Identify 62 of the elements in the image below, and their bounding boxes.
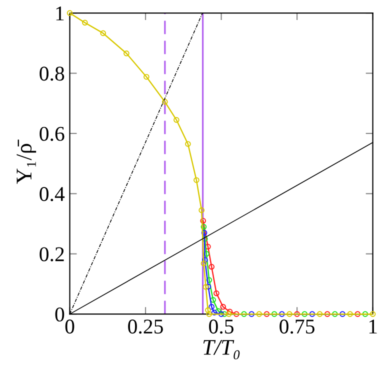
point bbox=[316, 311, 323, 317]
point bbox=[194, 177, 200, 184]
point bbox=[241, 311, 247, 317]
point bbox=[294, 311, 300, 317]
point bbox=[226, 311, 232, 317]
point bbox=[162, 98, 168, 105]
point bbox=[202, 256, 208, 263]
point bbox=[354, 311, 361, 317]
x-tick-label: 0.5 bbox=[209, 320, 234, 334]
point bbox=[208, 264, 215, 270]
point bbox=[370, 311, 376, 317]
point bbox=[205, 307, 211, 314]
point bbox=[208, 304, 215, 310]
point bbox=[66, 10, 73, 16]
point bbox=[248, 311, 254, 317]
y-tick-label: 0.6 bbox=[40, 126, 64, 141]
point bbox=[309, 311, 316, 317]
point bbox=[202, 236, 208, 242]
point bbox=[198, 207, 205, 214]
point bbox=[234, 311, 240, 317]
y-tick-label: 0.2 bbox=[40, 247, 64, 262]
y-axis-title: Υ₁/ρ̄ bbox=[16, 140, 36, 184]
point bbox=[218, 311, 224, 317]
point bbox=[332, 311, 338, 317]
point bbox=[278, 311, 285, 317]
point bbox=[206, 277, 212, 283]
point bbox=[211, 310, 218, 316]
y-tick-label: 0.4 bbox=[40, 187, 65, 202]
point bbox=[124, 50, 130, 56]
point bbox=[174, 117, 180, 123]
point bbox=[210, 297, 216, 303]
point bbox=[202, 284, 209, 290]
y-tick-label: 0 bbox=[55, 307, 64, 322]
x-tick-label: 0 bbox=[65, 320, 74, 334]
x-tick-label: 0.25 bbox=[128, 320, 163, 334]
point bbox=[214, 290, 220, 296]
point bbox=[347, 311, 353, 317]
y-tick-label: 0.8 bbox=[40, 66, 64, 81]
point bbox=[221, 311, 228, 317]
point bbox=[200, 224, 207, 230]
point bbox=[302, 311, 308, 317]
point bbox=[324, 311, 330, 317]
y-tick-label: 1 bbox=[56, 6, 64, 20]
point bbox=[200, 218, 206, 224]
point bbox=[185, 141, 191, 147]
point bbox=[264, 311, 270, 317]
point bbox=[362, 311, 368, 317]
x-tick-label: 1 bbox=[369, 320, 377, 334]
x-tick-label: 0.75 bbox=[280, 320, 314, 334]
point bbox=[206, 311, 212, 317]
point bbox=[82, 20, 88, 26]
point bbox=[144, 74, 150, 80]
point bbox=[286, 311, 292, 317]
point bbox=[205, 244, 211, 250]
x-axis-title: T/T₀ bbox=[203, 340, 240, 360]
point bbox=[100, 30, 106, 36]
point bbox=[220, 304, 226, 310]
point bbox=[256, 311, 262, 317]
point bbox=[271, 311, 278, 317]
point bbox=[200, 260, 207, 266]
point bbox=[201, 230, 208, 236]
point bbox=[340, 311, 346, 317]
